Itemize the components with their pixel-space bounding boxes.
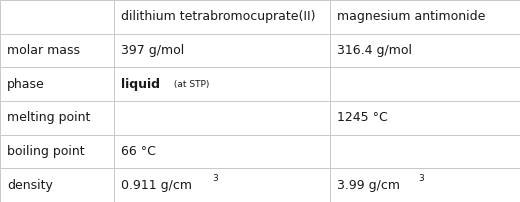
Text: density: density [7,179,53,192]
Text: 316.4 g/mol: 316.4 g/mol [337,44,412,57]
Text: boiling point: boiling point [7,145,84,158]
Text: magnesium antimonide: magnesium antimonide [337,10,485,23]
Text: 1245 °C: 1245 °C [337,111,388,124]
Text: 3: 3 [418,174,424,183]
Text: dilithium tetrabromocuprate(II): dilithium tetrabromocuprate(II) [121,10,316,23]
Text: (at STP): (at STP) [172,80,210,89]
Text: phase: phase [7,78,45,91]
Text: 3.99 g/cm: 3.99 g/cm [337,179,400,192]
Text: 0.911 g/cm: 0.911 g/cm [121,179,192,192]
Text: 397 g/mol: 397 g/mol [121,44,185,57]
Text: 3: 3 [213,174,218,183]
Text: liquid: liquid [121,78,160,91]
Text: 66 °C: 66 °C [121,145,156,158]
Text: molar mass: molar mass [7,44,80,57]
Text: melting point: melting point [7,111,90,124]
